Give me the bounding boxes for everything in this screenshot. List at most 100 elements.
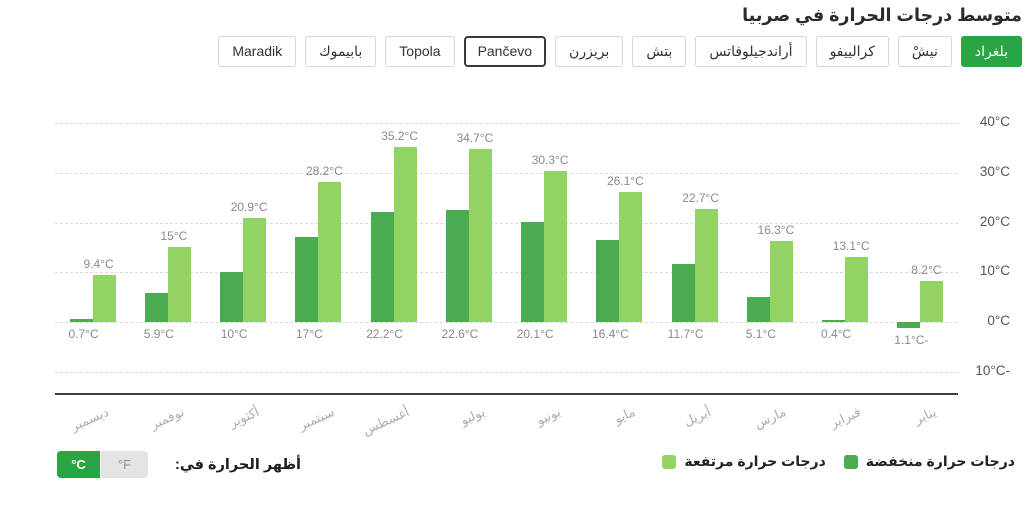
high-temp-bar[interactable] (167, 247, 191, 322)
legend-item-high-temps[interactable]: درجات حرارة مرتفعة (662, 453, 826, 470)
low-temp-bar[interactable] (370, 211, 394, 322)
high-temp-bar[interactable] (92, 275, 116, 322)
x-axis-line (55, 393, 958, 395)
low-temp-value-label: 5.9°C (143, 327, 174, 341)
month-group: 20.9°C 10°C أكتوبر (206, 123, 281, 443)
month-group: 34.7°C 22.6°C يوليو (431, 123, 506, 443)
high-temp-value-label: 22.7°C (682, 191, 720, 206)
high-temp-value-label: 35.2°C (381, 128, 419, 143)
month-label: نوفمبر (147, 404, 186, 433)
high-temp-bar[interactable] (544, 171, 568, 322)
city-tab[interactable]: كرالييفو (815, 36, 889, 67)
low-temp-value-label: 5.1°C (745, 327, 776, 341)
month-group: 26.1°C 16.4°C مايو (582, 123, 657, 443)
high-temp-bar[interactable] (769, 240, 793, 322)
high-temps-label: درجات حرارة مرتفعة (684, 453, 826, 469)
month-label: أكتوبر (226, 404, 262, 431)
unit-toggle-area: °C °F أظهر الحرارة في: (57, 451, 301, 478)
high-temp-value-label: 20.9°C (230, 200, 268, 214)
high-temp-bar[interactable] (393, 146, 417, 322)
month-group: 30.3°C 20.1°C يونيو (507, 123, 582, 443)
legend-item-low-temps[interactable]: درجات حرارة منخفضة (843, 453, 1015, 470)
low-temp-bar[interactable] (897, 322, 921, 328)
city-tab[interactable]: Maradik (218, 36, 297, 67)
low-temp-bar[interactable] (596, 240, 620, 322)
month-group: 16.3°C 5.1°C مارس (732, 123, 807, 443)
high-temps-swatch (662, 454, 677, 469)
low-temp-bar[interactable] (521, 222, 545, 322)
fahrenheit-toggle-button[interactable]: °F (101, 451, 148, 478)
high-temp-bar[interactable] (318, 181, 342, 322)
high-temp-bar[interactable] (845, 256, 869, 322)
city-tab[interactable]: نيشْ (897, 36, 952, 67)
low-temp-bar[interactable] (295, 237, 319, 322)
y-tick-label: 10°C- (975, 362, 1010, 378)
month-group: 9.4°C 0.7°C ديسمبر (55, 123, 130, 443)
low-temp-value-label: 0.4°C (821, 327, 852, 341)
high-temp-value-label: 34.7°C (456, 131, 494, 146)
low-temp-value-label: 10°C (220, 327, 248, 341)
gridline (55, 123, 958, 124)
low-temp-value-label: 22.6°C (441, 327, 479, 341)
low-temp-value-label: 20.1°C (516, 327, 554, 341)
high-temp-bar[interactable] (243, 218, 267, 322)
chart-plot-area (55, 123, 958, 373)
city-tab[interactable]: بلغراد (960, 36, 1022, 67)
high-temp-value-label: 9.4°C (83, 257, 114, 272)
low-temp-value-label: 1.1°C- (894, 332, 929, 347)
y-tick-label: 40°C (979, 114, 1010, 129)
low-temp-bar[interactable] (445, 209, 469, 322)
month-label: أبريل (681, 404, 713, 430)
month-label: مارس (751, 404, 788, 432)
y-tick-label: 0°C (987, 313, 1010, 328)
month-label: فبراير (828, 404, 864, 431)
low-temp-bar[interactable] (220, 272, 244, 323)
high-temp-value-label: 15°C (160, 229, 188, 244)
gridline (55, 371, 958, 373)
high-temp-bar[interactable] (619, 192, 643, 322)
month-group: 35.2°C 22.2°C أغسطس (356, 123, 431, 443)
month-label: أغسطس (360, 404, 412, 438)
city-tab[interactable]: Pančevo (463, 36, 547, 67)
high-temp-value-label: 28.2°C (305, 163, 343, 178)
low-temp-bar[interactable] (144, 292, 168, 322)
gridline (55, 272, 958, 274)
low-temp-bar[interactable] (671, 263, 695, 322)
gridline (55, 222, 958, 224)
y-tick-label: 10°C (979, 263, 1010, 279)
high-temp-bar[interactable] (694, 209, 718, 322)
high-temp-bar[interactable] (920, 281, 944, 322)
low-temp-value-label: 16.4°C (591, 327, 629, 341)
month-label: سبتمبر (296, 404, 337, 433)
high-temp-value-label: 30.3°C (531, 153, 569, 168)
city-tab[interactable]: بابيموك (305, 36, 377, 67)
low-temp-value-label: 0.7°C (68, 327, 99, 341)
month-group: 8.2°C 1.1°C- يناير (883, 123, 958, 443)
high-temp-value-label: 26.1°C (606, 174, 644, 189)
month-label: يوليو (458, 404, 487, 428)
high-temp-value-label: 16.3°C (757, 222, 795, 237)
month-label: يونيو (533, 404, 563, 428)
month-label: ديسمبر (68, 404, 111, 434)
gridline (55, 172, 958, 174)
city-tab[interactable]: Topola (385, 36, 455, 67)
month-group: 28.2°C 17°C سبتمبر (281, 123, 356, 443)
low-temp-bar[interactable] (822, 320, 846, 322)
y-tick-label: 30°C (979, 163, 1010, 179)
month-group: 15°C 5.9°C نوفمبر (130, 123, 205, 443)
city-tab[interactable]: بريزرن (555, 36, 624, 67)
month-group: 13.1°C 0.4°C فبراير (808, 123, 883, 443)
high-temp-bar[interactable] (468, 149, 492, 322)
high-temp-value-label: 8.2°C (911, 263, 942, 278)
low-temp-bar[interactable] (69, 318, 93, 322)
city-tab[interactable]: بتش (632, 36, 687, 67)
chart-legend: درجات حرارة مرتفعة درجات حرارة منخفضة (662, 453, 1015, 470)
page-title: متوسط درجات الحرارة في صربيا (742, 5, 1022, 25)
city-tab-bar: بلغراد نيشْ كرالييفو أراندجيلوفاتس بتش بريزرن… (218, 36, 1022, 67)
month-label: يناير (912, 404, 939, 427)
low-temp-bar[interactable] (746, 296, 770, 322)
low-temp-value-label: 11.7°C (667, 327, 704, 341)
celsius-toggle-button[interactable]: °C (57, 451, 100, 478)
city-tab[interactable]: أراندجيلوفاتس (695, 36, 807, 67)
unit-toggle-label: أظهر الحرارة في: (175, 456, 302, 473)
